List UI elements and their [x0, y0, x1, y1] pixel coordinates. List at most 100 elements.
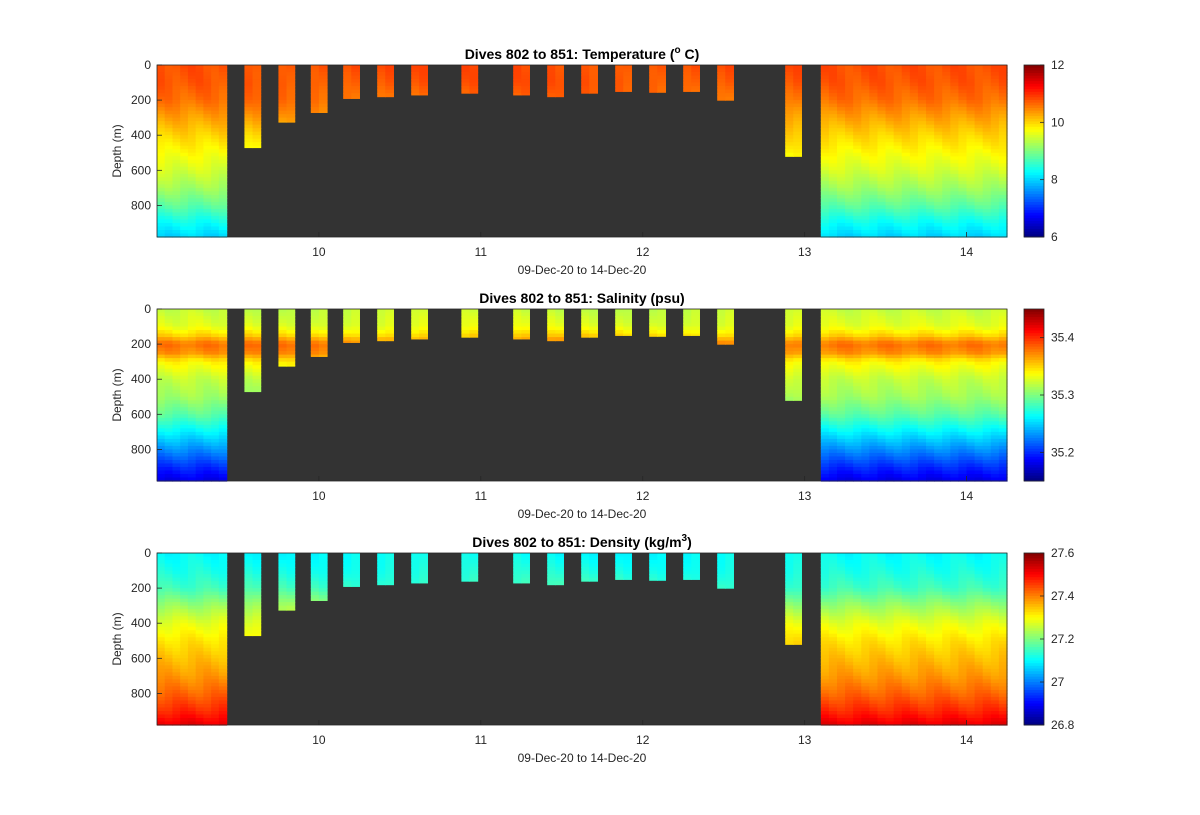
- data-cell: [180, 435, 189, 440]
- data-cell: [917, 456, 927, 461]
- data-cell: [252, 386, 262, 391]
- data-cell: [164, 226, 174, 231]
- data-cell: [343, 567, 352, 572]
- data-cell: [998, 445, 1008, 451]
- data-cell: [966, 431, 976, 436]
- data-cell: [589, 577, 598, 582]
- data-cell: [861, 138, 870, 143]
- data-cell: [172, 595, 181, 600]
- data-cell: [172, 654, 181, 659]
- data-cell: [252, 145, 262, 149]
- data-cell: [901, 330, 911, 335]
- data-cell: [974, 135, 984, 140]
- data-cell: [187, 347, 197, 352]
- data-cell: [926, 72, 935, 77]
- data-cell: [926, 201, 935, 207]
- data-cell: [785, 89, 794, 94]
- data-cell: [974, 319, 984, 324]
- data-cell: [966, 351, 976, 356]
- data-cell: [974, 191, 984, 196]
- data-cell: [180, 215, 189, 221]
- data-cell: [950, 389, 960, 394]
- data-cell: [157, 598, 166, 603]
- data-cell: [909, 212, 919, 217]
- dive-column: [547, 553, 564, 586]
- data-cell: [218, 602, 228, 607]
- data-cell: [615, 570, 624, 575]
- data-cell: [203, 368, 212, 373]
- data-cell: [877, 149, 887, 154]
- data-cell: [793, 386, 802, 391]
- data-cell: [461, 563, 471, 568]
- data-cell: [869, 103, 879, 108]
- data-cell: [837, 351, 846, 356]
- data-cell: [845, 198, 854, 203]
- data-cell: [869, 100, 879, 105]
- data-cell: [998, 382, 1008, 387]
- data-cell: [218, 121, 228, 126]
- data-cell: [845, 368, 854, 373]
- data-cell: [966, 400, 976, 405]
- x-axis-label: 09-Dec-20 to 14-Dec-20: [518, 263, 647, 277]
- data-cell: [885, 344, 895, 349]
- data-cell: [172, 103, 181, 108]
- data-cell: [725, 309, 734, 314]
- data-cell: [861, 65, 870, 70]
- dive-column: [820, 553, 1008, 726]
- data-cell: [958, 103, 968, 108]
- data-cell: [966, 208, 976, 214]
- data-cell: [691, 570, 700, 575]
- data-cell: [885, 396, 895, 401]
- data-cell: [203, 428, 212, 433]
- data-cell: [377, 337, 386, 342]
- data-cell: [218, 417, 228, 422]
- data-cell: [998, 326, 1008, 331]
- data-cell: [820, 417, 830, 422]
- data-cell: [180, 452, 189, 458]
- data-cell: [990, 208, 1000, 214]
- data-cell: [793, 605, 802, 610]
- data-cell: [990, 114, 1000, 119]
- data-cell: [725, 567, 734, 572]
- data-cell: [218, 470, 228, 475]
- data-cell: [958, 354, 968, 359]
- colorbar-segment: [1024, 142, 1044, 147]
- data-cell: [950, 233, 960, 238]
- data-cell: [950, 463, 960, 468]
- data-cell: [164, 707, 174, 712]
- data-cell: [244, 630, 254, 635]
- data-cell: [785, 570, 794, 575]
- data-cell: [885, 414, 895, 419]
- data-cell: [942, 152, 951, 157]
- data-cell: [974, 445, 984, 451]
- data-cell: [837, 124, 846, 129]
- data-cell: [218, 612, 228, 617]
- data-cell: [164, 424, 174, 429]
- data-cell: [869, 222, 879, 228]
- data-cell: [901, 389, 911, 394]
- data-cell: [187, 612, 197, 617]
- data-cell: [998, 79, 1008, 84]
- data-cell: [926, 131, 935, 136]
- data-cell: [683, 75, 692, 80]
- data-cell: [157, 389, 166, 394]
- data-cell: [998, 431, 1008, 436]
- data-cell: [869, 421, 879, 426]
- data-cell: [717, 581, 726, 586]
- data-cell: [877, 135, 887, 140]
- data-cell: [974, 316, 984, 321]
- data-cell: [934, 431, 943, 436]
- data-cell: [172, 319, 181, 324]
- data-cell: [318, 595, 328, 600]
- data-cell: [657, 312, 666, 317]
- data-cell: [974, 131, 984, 136]
- data-cell: [909, 459, 919, 465]
- data-cell: [157, 393, 166, 398]
- data-cell: [909, 82, 919, 87]
- data-cell: [318, 323, 328, 328]
- data-cell: [157, 661, 166, 666]
- data-cell: [869, 233, 879, 238]
- data-cell: [252, 96, 262, 101]
- data-cell: [172, 567, 181, 572]
- data-cell: [950, 222, 960, 228]
